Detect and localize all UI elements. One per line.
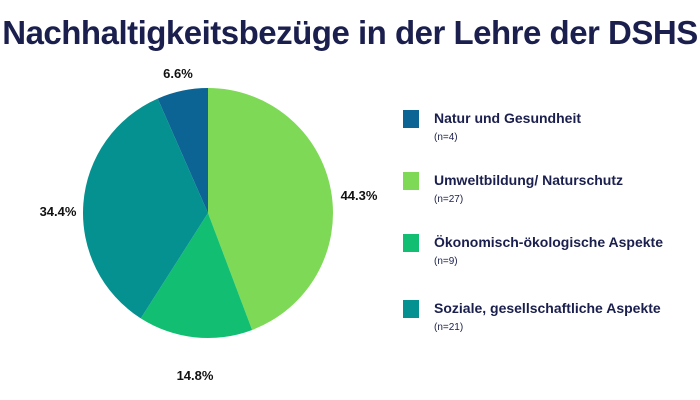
legend-label: Ökonomisch-ökologische Aspekte (434, 234, 663, 250)
pie-slice (83, 98, 208, 319)
slice-value-label: 44.3% (341, 188, 378, 203)
chart-title: Nachhaltigkeitsbezüge in der Lehre der D… (2, 14, 698, 51)
legend-item-oekonomisch: Ökonomisch-ökologische Aspekte (n=9) (403, 230, 693, 270)
legend-swatch (403, 300, 419, 318)
slice-value-label: 34.4% (40, 204, 77, 219)
legend-count: (n=4) (434, 132, 458, 143)
legend-swatch (403, 172, 419, 190)
legend-label: Natur und Gesundheit (434, 110, 581, 126)
slice-value-label: 14.8% (177, 368, 214, 383)
legend-count: (n=21) (434, 322, 464, 333)
legend-count: (n=27) (434, 194, 464, 205)
pie-slice (208, 88, 334, 330)
legend-label: Umweltbildung/ Naturschutz (434, 172, 623, 188)
legend-swatch (403, 234, 419, 252)
legend-label: Soziale, gesellschaftliche Aspekte (434, 300, 661, 316)
legend-item-soziale: Soziale, gesellschaftliche Aspekte (n=21… (403, 296, 693, 336)
legend-item-natur: Natur und Gesundheit (n=4) (403, 106, 693, 146)
legend-item-umweltbildung: Umweltbildung/ Naturschutz (n=27) (403, 168, 693, 208)
pie-slice (140, 213, 253, 339)
slice-value-label: 6.6% (163, 66, 193, 81)
legend-swatch (403, 110, 419, 128)
legend-count: (n=9) (434, 256, 458, 267)
pie-slice (157, 88, 208, 213)
